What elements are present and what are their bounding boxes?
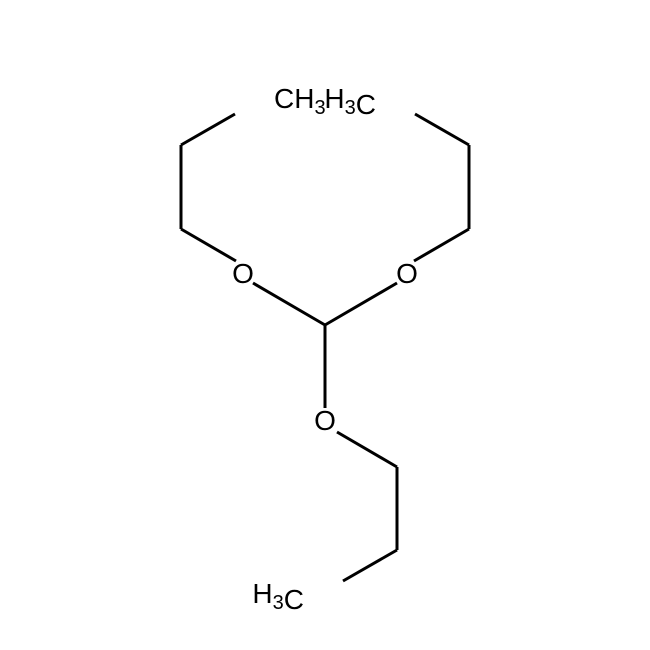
- bond: [325, 283, 397, 325]
- bond: [253, 283, 325, 325]
- bond: [415, 114, 469, 145]
- atom-label-O2: O: [232, 258, 254, 289]
- bond: [343, 550, 397, 581]
- bond: [414, 229, 469, 261]
- atom-label-O3: O: [314, 405, 336, 436]
- bond: [181, 229, 236, 261]
- molecule-diagram: OOOH3CCH3H3C: [0, 0, 650, 650]
- bond: [337, 432, 397, 467]
- bond: [181, 114, 235, 145]
- atom-label-C3: H3C: [252, 578, 304, 615]
- atom-label-C1: H3C: [324, 83, 376, 120]
- atom-label-O1: O: [396, 258, 418, 289]
- atom-label-C2: CH3: [274, 83, 326, 119]
